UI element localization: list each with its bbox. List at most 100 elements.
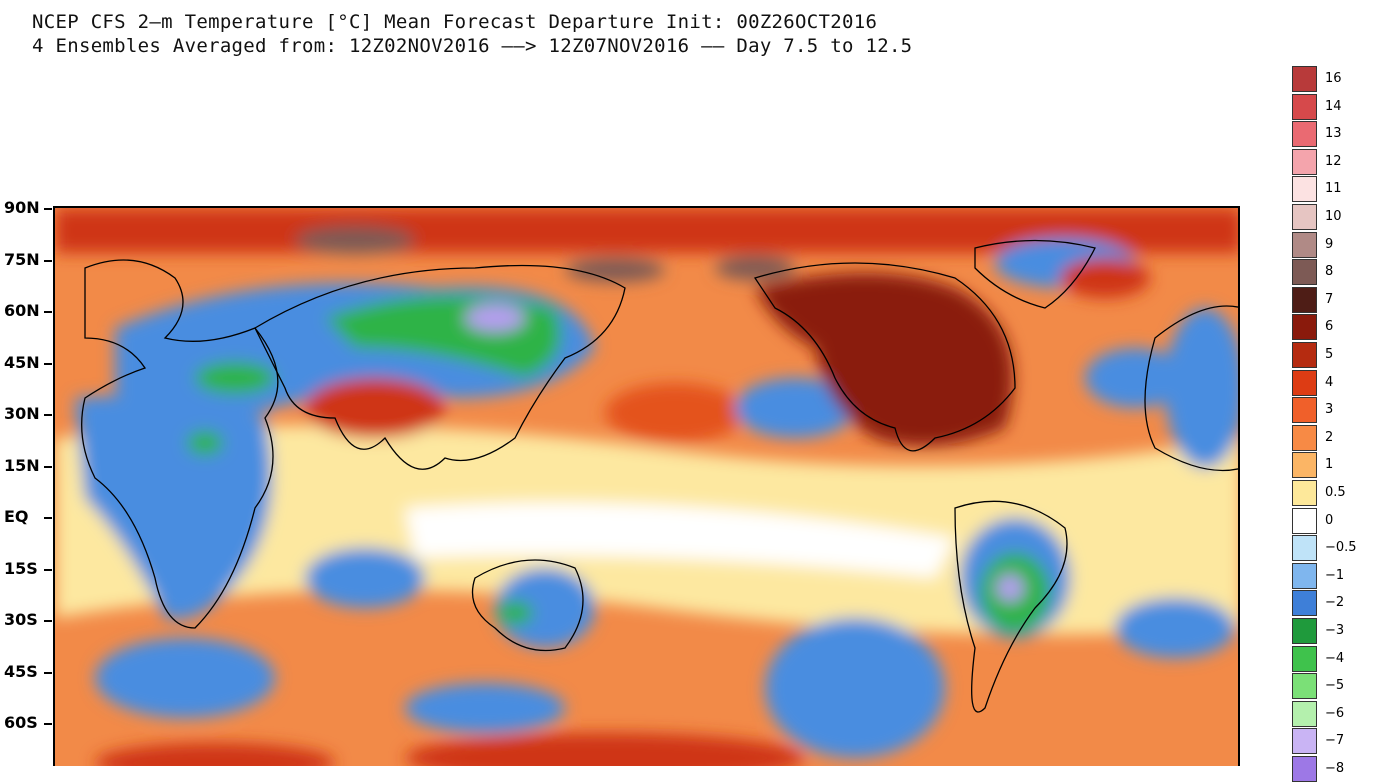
- legend-swatch: [1292, 369, 1317, 396]
- legend-label: 14: [1325, 98, 1342, 114]
- south-pacific-cold: [765, 618, 945, 758]
- legend-swatch: [1292, 148, 1317, 175]
- coast-europe-africa: [81, 259, 279, 629]
- lat-label-15s: 15S: [4, 558, 38, 578]
- legend-label: −6: [1325, 705, 1345, 721]
- legend-label: 3: [1325, 402, 1334, 418]
- lat-label-45n: 45N: [4, 352, 40, 372]
- legend-swatch: [1292, 507, 1317, 534]
- pacific-cold: [735, 378, 855, 438]
- legend-swatch: [1292, 121, 1317, 148]
- north-america-hot: [755, 273, 1014, 446]
- lat-label-75n: 75N: [4, 249, 40, 269]
- indian-ocean-cold: [305, 548, 425, 608]
- lat-label-90n: 90N: [4, 198, 40, 217]
- australia-green: [497, 601, 533, 625]
- lat-label-45s: 45S: [4, 661, 38, 681]
- legend-swatch: [1292, 700, 1317, 727]
- legend-label: 8: [1325, 264, 1334, 280]
- legend-label: −5: [1325, 678, 1345, 694]
- legend-label: 6: [1325, 319, 1334, 335]
- legend-label: 0.5: [1325, 485, 1346, 500]
- lat-tick: [44, 362, 52, 365]
- legend-swatch: [1292, 259, 1317, 286]
- lat-tick: [44, 465, 52, 468]
- legend-label: 13: [1325, 126, 1342, 142]
- legend-label: 0: [1325, 512, 1334, 528]
- legend-label: 12: [1325, 153, 1342, 169]
- legend-label: 1: [1325, 457, 1334, 473]
- legend-label: −1: [1325, 567, 1345, 583]
- legend-label: 4: [1325, 374, 1334, 390]
- legend-label: 11: [1325, 181, 1342, 197]
- europe-right-cold: [1165, 308, 1238, 468]
- lat-label-eq: EQ: [4, 507, 29, 526]
- legend-label: −3: [1325, 623, 1345, 638]
- legend-swatch: [1292, 562, 1317, 589]
- equator-white: [405, 502, 955, 578]
- legend-label: −0.5: [1325, 540, 1357, 556]
- legend-swatch: [1292, 618, 1317, 644]
- south-america-purple: [996, 574, 1024, 602]
- legend-swatch: [1292, 314, 1317, 341]
- europe-green: [195, 362, 275, 394]
- legend-swatch: [1292, 756, 1317, 782]
- coastlines: [81, 239, 1238, 713]
- legend-label: 10: [1325, 209, 1342, 224]
- africa-green: [187, 431, 223, 455]
- legend-swatch: [1292, 93, 1317, 120]
- lat-label-60n: 60N: [4, 301, 40, 320]
- legend-swatch: [1292, 728, 1317, 755]
- lat-label-30s: 30S: [4, 610, 38, 629]
- legend-swatch: [1292, 66, 1317, 92]
- arctic-brown-2: [565, 258, 665, 282]
- legend-swatch: [1292, 397, 1317, 424]
- coast-europe-right: [1144, 305, 1238, 472]
- lat-label-60s: 60S: [4, 713, 38, 732]
- temperature-anomaly-map: [53, 206, 1240, 766]
- lat-tick: [44, 208, 52, 210]
- lat-tick: [44, 259, 52, 262]
- lat-tick: [44, 568, 52, 571]
- coast-north-america: [753, 262, 1016, 452]
- legend-swatch: [1292, 673, 1317, 700]
- legend-swatch: [1292, 590, 1317, 617]
- siberia-purple: [465, 304, 525, 332]
- coast-asia: [254, 264, 626, 470]
- southern-hot-band: [405, 733, 805, 766]
- legend-label: −2: [1325, 595, 1345, 611]
- legend-label: 5: [1325, 347, 1334, 362]
- legend-label: 2: [1325, 429, 1334, 445]
- coast-south-america: [954, 500, 1068, 713]
- legend-label: 16: [1325, 71, 1342, 86]
- legend-swatch: [1292, 452, 1317, 479]
- atlantic-hot: [1060, 258, 1150, 298]
- lat-tick: [44, 723, 52, 725]
- legend-label: −7: [1325, 733, 1345, 749]
- legend-swatch: [1292, 286, 1317, 313]
- lat-tick: [44, 414, 52, 416]
- south-atlantic-cold: [1115, 598, 1235, 658]
- legend-swatch: [1292, 645, 1317, 672]
- legend-swatch: [1292, 231, 1317, 258]
- lat-label-30n: 30N: [4, 404, 40, 423]
- legend-swatch: [1292, 176, 1317, 203]
- lat-tick: [44, 620, 52, 622]
- pacific-warm: [605, 383, 745, 443]
- lat-tick: [44, 311, 52, 313]
- southern-hot-left: [95, 743, 335, 766]
- legend-swatch: [1292, 535, 1317, 562]
- lat-tick: [44, 671, 52, 674]
- lat-tick: [44, 517, 52, 519]
- arctic-brown-1: [295, 226, 415, 254]
- asia-hot: [305, 378, 445, 438]
- legend-swatch: [1292, 424, 1317, 451]
- anomaly-blobs: [55, 208, 1238, 766]
- southern-cold-left: [95, 638, 275, 718]
- map-title-line-1: NCEP CFS 2—m Temperature [°C] Mean Forec…: [32, 11, 878, 33]
- atlantic-cold: [1085, 348, 1185, 408]
- australia-cold: [495, 568, 595, 648]
- legend-label: 7: [1325, 291, 1334, 307]
- africa-cold: [75, 395, 272, 620]
- southern-cold-mid: [405, 683, 565, 733]
